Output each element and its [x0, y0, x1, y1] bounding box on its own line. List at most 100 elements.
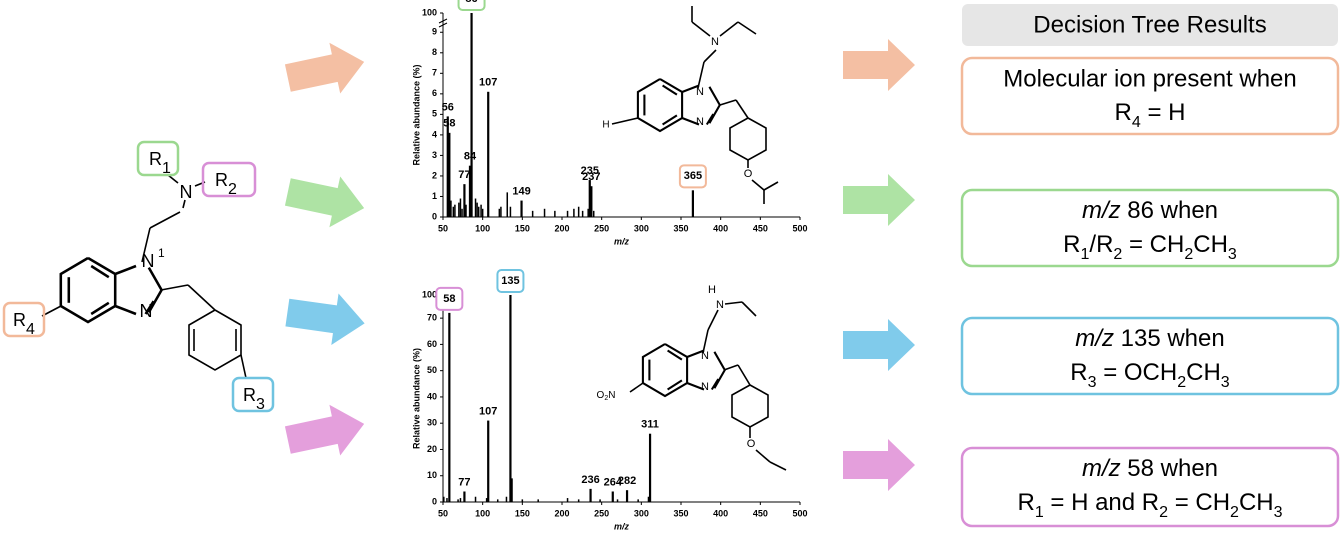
- peak: [481, 208, 484, 217]
- x-tick-label: 150: [515, 223, 530, 233]
- peak-label: 56: [442, 101, 454, 113]
- y-tick-label: 3: [432, 150, 437, 160]
- y-tick-label: 30: [427, 418, 437, 428]
- peak-label: 84: [464, 151, 477, 163]
- peak: [496, 499, 499, 502]
- y-tick-label: 50: [427, 365, 437, 375]
- results: Decision Tree Results Molecular ion pres…: [960, 4, 1340, 528]
- results-header: [962, 4, 1338, 46]
- y-tick-label: 4: [432, 129, 437, 139]
- r-label: R1: [149, 149, 171, 177]
- atom-number: 1: [158, 246, 165, 260]
- peak: [592, 210, 595, 217]
- result-line: m/z 58 when: [1082, 455, 1218, 482]
- x-tick-label: 150: [515, 508, 530, 518]
- peak-label: 282: [618, 475, 636, 487]
- y-tick-label: 2: [432, 170, 437, 180]
- arrows: [284, 39, 915, 491]
- atom-label: N: [696, 86, 704, 98]
- peak: [588, 180, 591, 217]
- r-box: [2, 301, 46, 338]
- peak: [459, 198, 462, 217]
- x-tick-label: 400: [713, 223, 728, 233]
- peak: [470, 13, 473, 217]
- peak: [577, 206, 580, 217]
- peak: [505, 496, 508, 502]
- x-tick-label: 350: [673, 223, 688, 233]
- peak: [599, 499, 601, 502]
- peak-label: 77: [458, 169, 470, 181]
- x-tick-label: 200: [554, 223, 569, 233]
- x-axis-title: m/z: [614, 521, 630, 531]
- y-tick-label: 100: [422, 7, 437, 17]
- atom-label: N: [140, 301, 153, 321]
- x-tick-label: 250: [594, 508, 609, 518]
- y-tick-label: 1: [432, 191, 437, 201]
- y-tick-label: 10: [427, 470, 437, 480]
- result-line: R3 = OCH2CH3: [1070, 359, 1230, 390]
- atom-label: N: [180, 182, 193, 202]
- x-axis-title: m/z: [614, 236, 630, 246]
- peak: [448, 132, 451, 217]
- peak: [616, 499, 619, 502]
- r-label: R4: [13, 310, 35, 338]
- peak-label: 236: [581, 474, 599, 486]
- peak: [485, 498, 488, 502]
- peak: [520, 200, 523, 217]
- y-tick-label: 0: [432, 496, 437, 506]
- peak: [509, 295, 512, 502]
- molecule: H N N N O2N O: [597, 284, 787, 471]
- arrow: [843, 39, 915, 91]
- result-line: Molecular ion present when: [1003, 65, 1297, 92]
- y-tick-label: 70: [427, 313, 437, 323]
- atom-label: N: [696, 116, 704, 128]
- peak: [625, 490, 629, 502]
- arrow: [284, 404, 365, 456]
- x-tick-label: 50: [438, 223, 448, 233]
- peak: [647, 496, 650, 502]
- atom-label: H: [708, 284, 716, 296]
- x-tick-label: 300: [634, 508, 649, 518]
- spectrum: 0 10 20 30 40 50 60 70 100 50 100 150 200 250 300 350 40…: [411, 269, 808, 531]
- peak: [487, 91, 490, 217]
- peak: [465, 204, 467, 217]
- y-tick-label: 60: [427, 339, 437, 349]
- peak: [543, 208, 546, 217]
- atom-label: N: [701, 350, 709, 362]
- atom-label: O2N: [597, 390, 616, 403]
- peak: [611, 491, 614, 502]
- molecule: N N N H O: [602, 6, 779, 204]
- peak: [581, 210, 584, 217]
- x-tick-label: 400: [713, 508, 728, 518]
- arrow: [843, 174, 915, 226]
- peak-label: 135: [501, 275, 519, 287]
- peak-label: 149: [512, 185, 530, 197]
- peak: [511, 478, 513, 502]
- x-tick-label: 450: [753, 508, 768, 518]
- x-tick-label: 450: [753, 223, 768, 233]
- peak-label: 58: [443, 293, 455, 305]
- peak-label: 77: [458, 476, 470, 488]
- peak-label: 235: [581, 165, 599, 177]
- peak: [474, 496, 477, 502]
- peak: [506, 192, 509, 217]
- y-tick-label: 20: [427, 444, 437, 454]
- results-title: Decision Tree Results: [1033, 11, 1266, 38]
- arrow: [284, 42, 365, 94]
- x-tick-label: 100: [475, 223, 490, 233]
- y-tick-label: 9: [432, 27, 437, 37]
- x-tick-label: 300: [634, 223, 649, 233]
- peak-label: 58: [443, 118, 455, 130]
- r-box: [136, 140, 180, 177]
- r-box: [201, 161, 257, 198]
- peak: [468, 165, 472, 217]
- r-label: R3: [243, 385, 265, 413]
- result-box: [960, 446, 1340, 528]
- peak: [566, 498, 569, 502]
- y-tick-label: 0: [432, 211, 437, 221]
- arrow: [843, 319, 915, 371]
- peak: [487, 420, 490, 502]
- peak: [509, 206, 512, 217]
- result-box: [960, 316, 1340, 396]
